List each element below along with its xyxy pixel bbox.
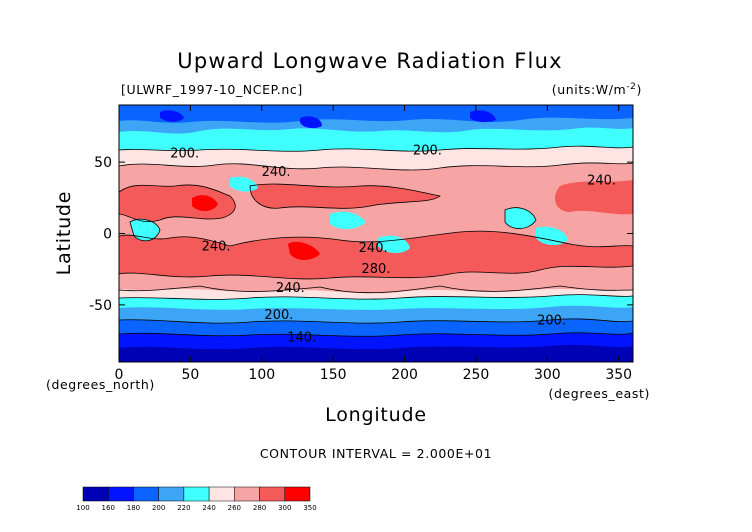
colorbar-swatch: [234, 486, 260, 502]
y-tick-label: 0: [103, 227, 112, 243]
x-tick-label: 350: [605, 367, 632, 383]
chart-title: Upward Longwave Radiation Flux: [177, 49, 562, 73]
cell-cyan-1: [130, 219, 160, 241]
colorbar-swatch: [107, 486, 134, 502]
contour-label: 240.: [359, 241, 388, 256]
x-tick-label: 0: [115, 367, 124, 383]
band-red-core-2: [288, 241, 320, 260]
blob-north-dark-2: [300, 116, 322, 129]
band-north-cyan: [119, 127, 633, 152]
band-north-blue: [119, 105, 633, 123]
contour-label: 240.: [276, 281, 305, 296]
source-label: [ULWRF_1997-10_NCEP.nc]: [121, 82, 303, 97]
contour-label: 200.: [413, 144, 442, 159]
y-tick-label: 50: [94, 155, 112, 171]
x-tick-label: 300: [534, 367, 561, 383]
x-tick-label: 250: [463, 367, 490, 383]
band-south-navy: [119, 344, 633, 362]
contour-label: 200.: [537, 314, 566, 329]
colorbar-label: 160: [102, 504, 115, 512]
colorbar-swatch: [284, 486, 311, 502]
y-unit-label: (degrees_north): [46, 377, 155, 392]
x-tick-label: 50: [181, 367, 199, 383]
contour-label-layer: 200. 200. 240. 240. 240. 240. 280. 240. 200. 200.…: [170, 144, 616, 346]
colorbar-label: 100: [76, 504, 89, 512]
contour-lines: [119, 145, 633, 337]
blob-north-dark-1: [160, 110, 184, 122]
colorbar-label: 240: [202, 504, 215, 512]
cell-cyan-2: [330, 211, 366, 230]
x-tick-label: 100: [248, 367, 275, 383]
colorbar-label: 350: [303, 504, 316, 512]
band-red-dark-north: [119, 184, 236, 222]
colorbar-swatch: [259, 486, 286, 502]
y-tick-label: -50: [89, 298, 112, 314]
colorbar-label: 300: [278, 504, 291, 512]
contour-label: 200.: [170, 147, 199, 162]
colorbar-swatch: [133, 486, 159, 502]
x-axis: 0 50 100 150 200 250 300 350: [115, 105, 632, 383]
cell-cyan-6: [230, 176, 258, 192]
band-red-dark-east: [555, 180, 633, 215]
cell-cyan-4: [536, 226, 568, 246]
colorbar-swatch: [158, 486, 185, 502]
y-axis-label: Latitude: [53, 191, 75, 276]
colorbar-label: 220: [177, 504, 190, 512]
colorbar-label: 180: [127, 504, 140, 512]
colorbar-swatch: [208, 486, 235, 502]
cell-cyan-5: [378, 235, 410, 254]
x-unit-label: (degrees_east): [549, 386, 651, 401]
contour-interval-text: CONTOUR INTERVAL = 2.000E+01: [260, 446, 492, 461]
band-red-core-1: [192, 195, 218, 212]
blob-north-dark-3: [470, 110, 496, 123]
x-tick-label: 200: [391, 367, 418, 383]
contour-label: 200.: [264, 308, 293, 323]
plot-area: 200. 200. 240. 240. 240. 240. 280. 240. 200. 200.…: [118, 104, 634, 363]
colorbar-swatch: [183, 486, 210, 502]
band-red-dark-south: [119, 231, 633, 279]
cell-cyan-3: [505, 207, 536, 229]
x-tick-label: 150: [320, 367, 347, 383]
contour-label: 140.: [287, 331, 316, 346]
colorbar-label: 280: [253, 504, 266, 512]
band-red-dark-north-2: [250, 184, 440, 209]
colorbar: 100 160 180 200 220 240 260 280 300 350: [76, 486, 317, 512]
contour-label: 240.: [262, 165, 291, 180]
colorbar-label: 200: [152, 504, 165, 512]
contour-label: 240.: [202, 239, 231, 254]
contour-label: 240.: [587, 174, 616, 189]
contour-label: 280.: [362, 262, 391, 277]
x-axis-label: Longitude: [325, 404, 427, 426]
y-axis: 50 0 -50: [89, 155, 633, 314]
units-label: (units:W/m-2): [552, 82, 642, 97]
colorbar-label: 260: [228, 504, 241, 512]
colorbar-swatch: [82, 486, 109, 502]
